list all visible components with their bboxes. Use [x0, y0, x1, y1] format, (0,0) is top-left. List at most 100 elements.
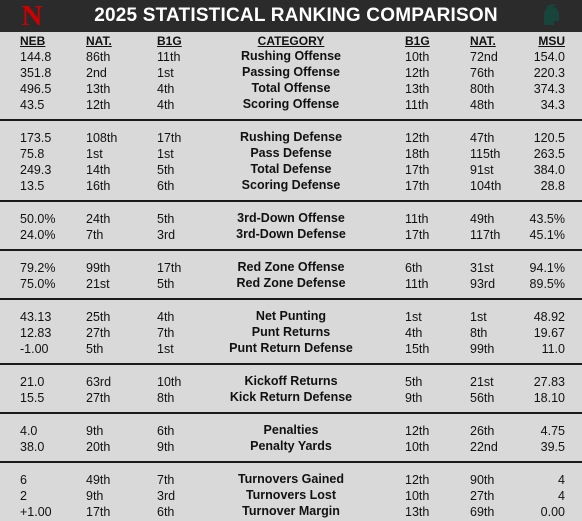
neb-b1g-rank: 3rd: [157, 489, 176, 503]
category-label: Scoring Defense: [241, 178, 341, 192]
msu-stat: 120.5: [533, 131, 565, 145]
neb-stat: 144.8: [20, 50, 52, 64]
msu-national-rank-header: NAT.: [470, 34, 496, 48]
neb-b1g-rank: 5th: [157, 163, 175, 177]
neb-b1g-rank: 11th: [157, 50, 181, 64]
neb-b1g-rank: 6th: [157, 424, 175, 438]
neb-b1g-rank: 8th: [157, 391, 175, 405]
neb-national-rank: 24th: [86, 212, 111, 226]
msu-b1g-rank: 1st: [405, 310, 422, 324]
neb-national-rank: 12th: [86, 98, 111, 112]
msu-national-rank: 104th: [470, 179, 502, 193]
category-label: Punt Return Defense: [229, 341, 353, 355]
neb-national-rank: 9th: [86, 489, 104, 503]
neb-stat: 4.0: [20, 424, 38, 438]
msu-national-rank: 115th: [470, 147, 501, 161]
section-divider: [0, 298, 582, 300]
msu-stat: 34.3: [540, 98, 565, 112]
msu-b1g-rank: 11th: [405, 98, 429, 112]
category-label: Penalty Yards: [250, 439, 332, 453]
msu-national-rank: 26th: [470, 424, 495, 438]
neb-stat-header: NEB: [20, 34, 46, 48]
msu-stat: 11.0: [541, 342, 565, 356]
msu-national-rank: 56th: [470, 391, 495, 405]
neb-stat: 173.5: [20, 131, 52, 145]
msu-b1g-rank: 6th: [405, 261, 423, 275]
category-label: Red Zone Defense: [236, 276, 346, 290]
msu-b1g-rank: 5th: [405, 375, 423, 389]
msu-stat: 39.5: [540, 440, 565, 454]
msu-stat: 43.5%: [529, 212, 565, 226]
neb-b1g-rank: 17th: [157, 261, 182, 275]
section-divider: [0, 200, 582, 202]
neb-b1g-rank: 4th: [157, 82, 175, 96]
neb-b1g-rank: 7th: [157, 473, 175, 487]
section-divider: [0, 119, 582, 121]
msu-b1g-rank: 15th: [405, 342, 430, 356]
neb-national-rank: 16th: [86, 179, 111, 193]
category-label: Turnovers Gained: [237, 472, 345, 486]
neb-national-rank-header: NAT.: [86, 34, 112, 48]
neb-b1g-rank-header: B1G: [157, 34, 182, 48]
msu-stat: 89.5%: [529, 277, 565, 291]
msu-national-rank: 31st: [470, 261, 494, 275]
category-label: Penalties: [263, 423, 319, 437]
msu-b1g-rank: 12th: [405, 131, 430, 145]
category-label: Total Defense: [250, 162, 332, 176]
category-label: 3rd-Down Defense: [236, 227, 346, 241]
neb-national-rank: 63rd: [86, 375, 112, 389]
msu-stat: 154.0: [533, 50, 565, 64]
msu-national-rank: 76th: [470, 66, 495, 80]
neb-b1g-rank: 1st: [157, 147, 174, 161]
neb-stat: 43.13: [20, 310, 52, 324]
section-divider: [0, 412, 582, 414]
category-label: Turnovers Lost: [245, 488, 337, 502]
neb-national-rank: 20th: [86, 440, 111, 454]
neb-national-rank: 5th: [86, 342, 104, 356]
neb-stat: +1.00: [20, 505, 52, 519]
msu-national-rank: 91st: [470, 163, 494, 177]
category-header: CATEGORY: [257, 34, 325, 48]
msu-stat: 48.92: [533, 310, 565, 324]
msu-stat: 4: [558, 473, 565, 487]
section-divider: [0, 363, 582, 365]
neb-b1g-rank: 1st: [157, 342, 174, 356]
msu-national-rank: 21st: [470, 375, 494, 389]
neb-stat: 12.83: [20, 326, 52, 340]
neb-national-rank: 9th: [86, 424, 104, 438]
msu-stat: 220.3: [533, 66, 565, 80]
category-label: 3rd-Down Offense: [237, 211, 345, 225]
msu-b1g-rank: 10th: [405, 440, 430, 454]
msu-national-rank: 80th: [470, 82, 495, 96]
neb-stat: 2: [20, 489, 27, 503]
msu-stat: 0.00: [540, 505, 565, 519]
msu-national-rank: 22nd: [470, 440, 498, 454]
msu-stat: 18.10: [533, 391, 565, 405]
msu-b1g-rank-header: B1G: [405, 34, 430, 48]
neb-national-rank: 14th: [86, 163, 111, 177]
neb-stat: 75.8: [20, 147, 45, 161]
neb-stat: 249.3: [20, 163, 52, 177]
msu-national-rank: 48th: [470, 98, 495, 112]
neb-b1g-rank: 6th: [157, 505, 175, 519]
msu-stat: 4: [558, 489, 565, 503]
msu-stat: 94.1%: [529, 261, 565, 275]
neb-national-rank: 2nd: [86, 66, 107, 80]
nebraska-logo: N: [21, 0, 43, 32]
msu-stat: 263.5: [533, 147, 565, 161]
msu-national-rank: 93rd: [470, 277, 496, 291]
category-label: Kick Return Defense: [229, 390, 353, 404]
msu-b1g-rank: 18th: [405, 147, 430, 161]
msu-national-rank: 47th: [470, 131, 495, 145]
neb-national-rank: 99th: [86, 261, 111, 275]
neb-b1g-rank: 17th: [157, 131, 182, 145]
neb-national-rank: 7th: [86, 228, 104, 242]
msu-b1g-rank: 10th: [405, 489, 430, 503]
neb-stat: 43.5: [20, 98, 45, 112]
neb-stat: 496.5: [20, 82, 52, 96]
msu-stat: 45.1%: [529, 228, 565, 242]
msu-b1g-rank: 4th: [405, 326, 423, 340]
msu-b1g-rank: 17th: [405, 163, 430, 177]
msu-b1g-rank: 9th: [405, 391, 423, 405]
msu-b1g-rank: 17th: [405, 228, 430, 242]
